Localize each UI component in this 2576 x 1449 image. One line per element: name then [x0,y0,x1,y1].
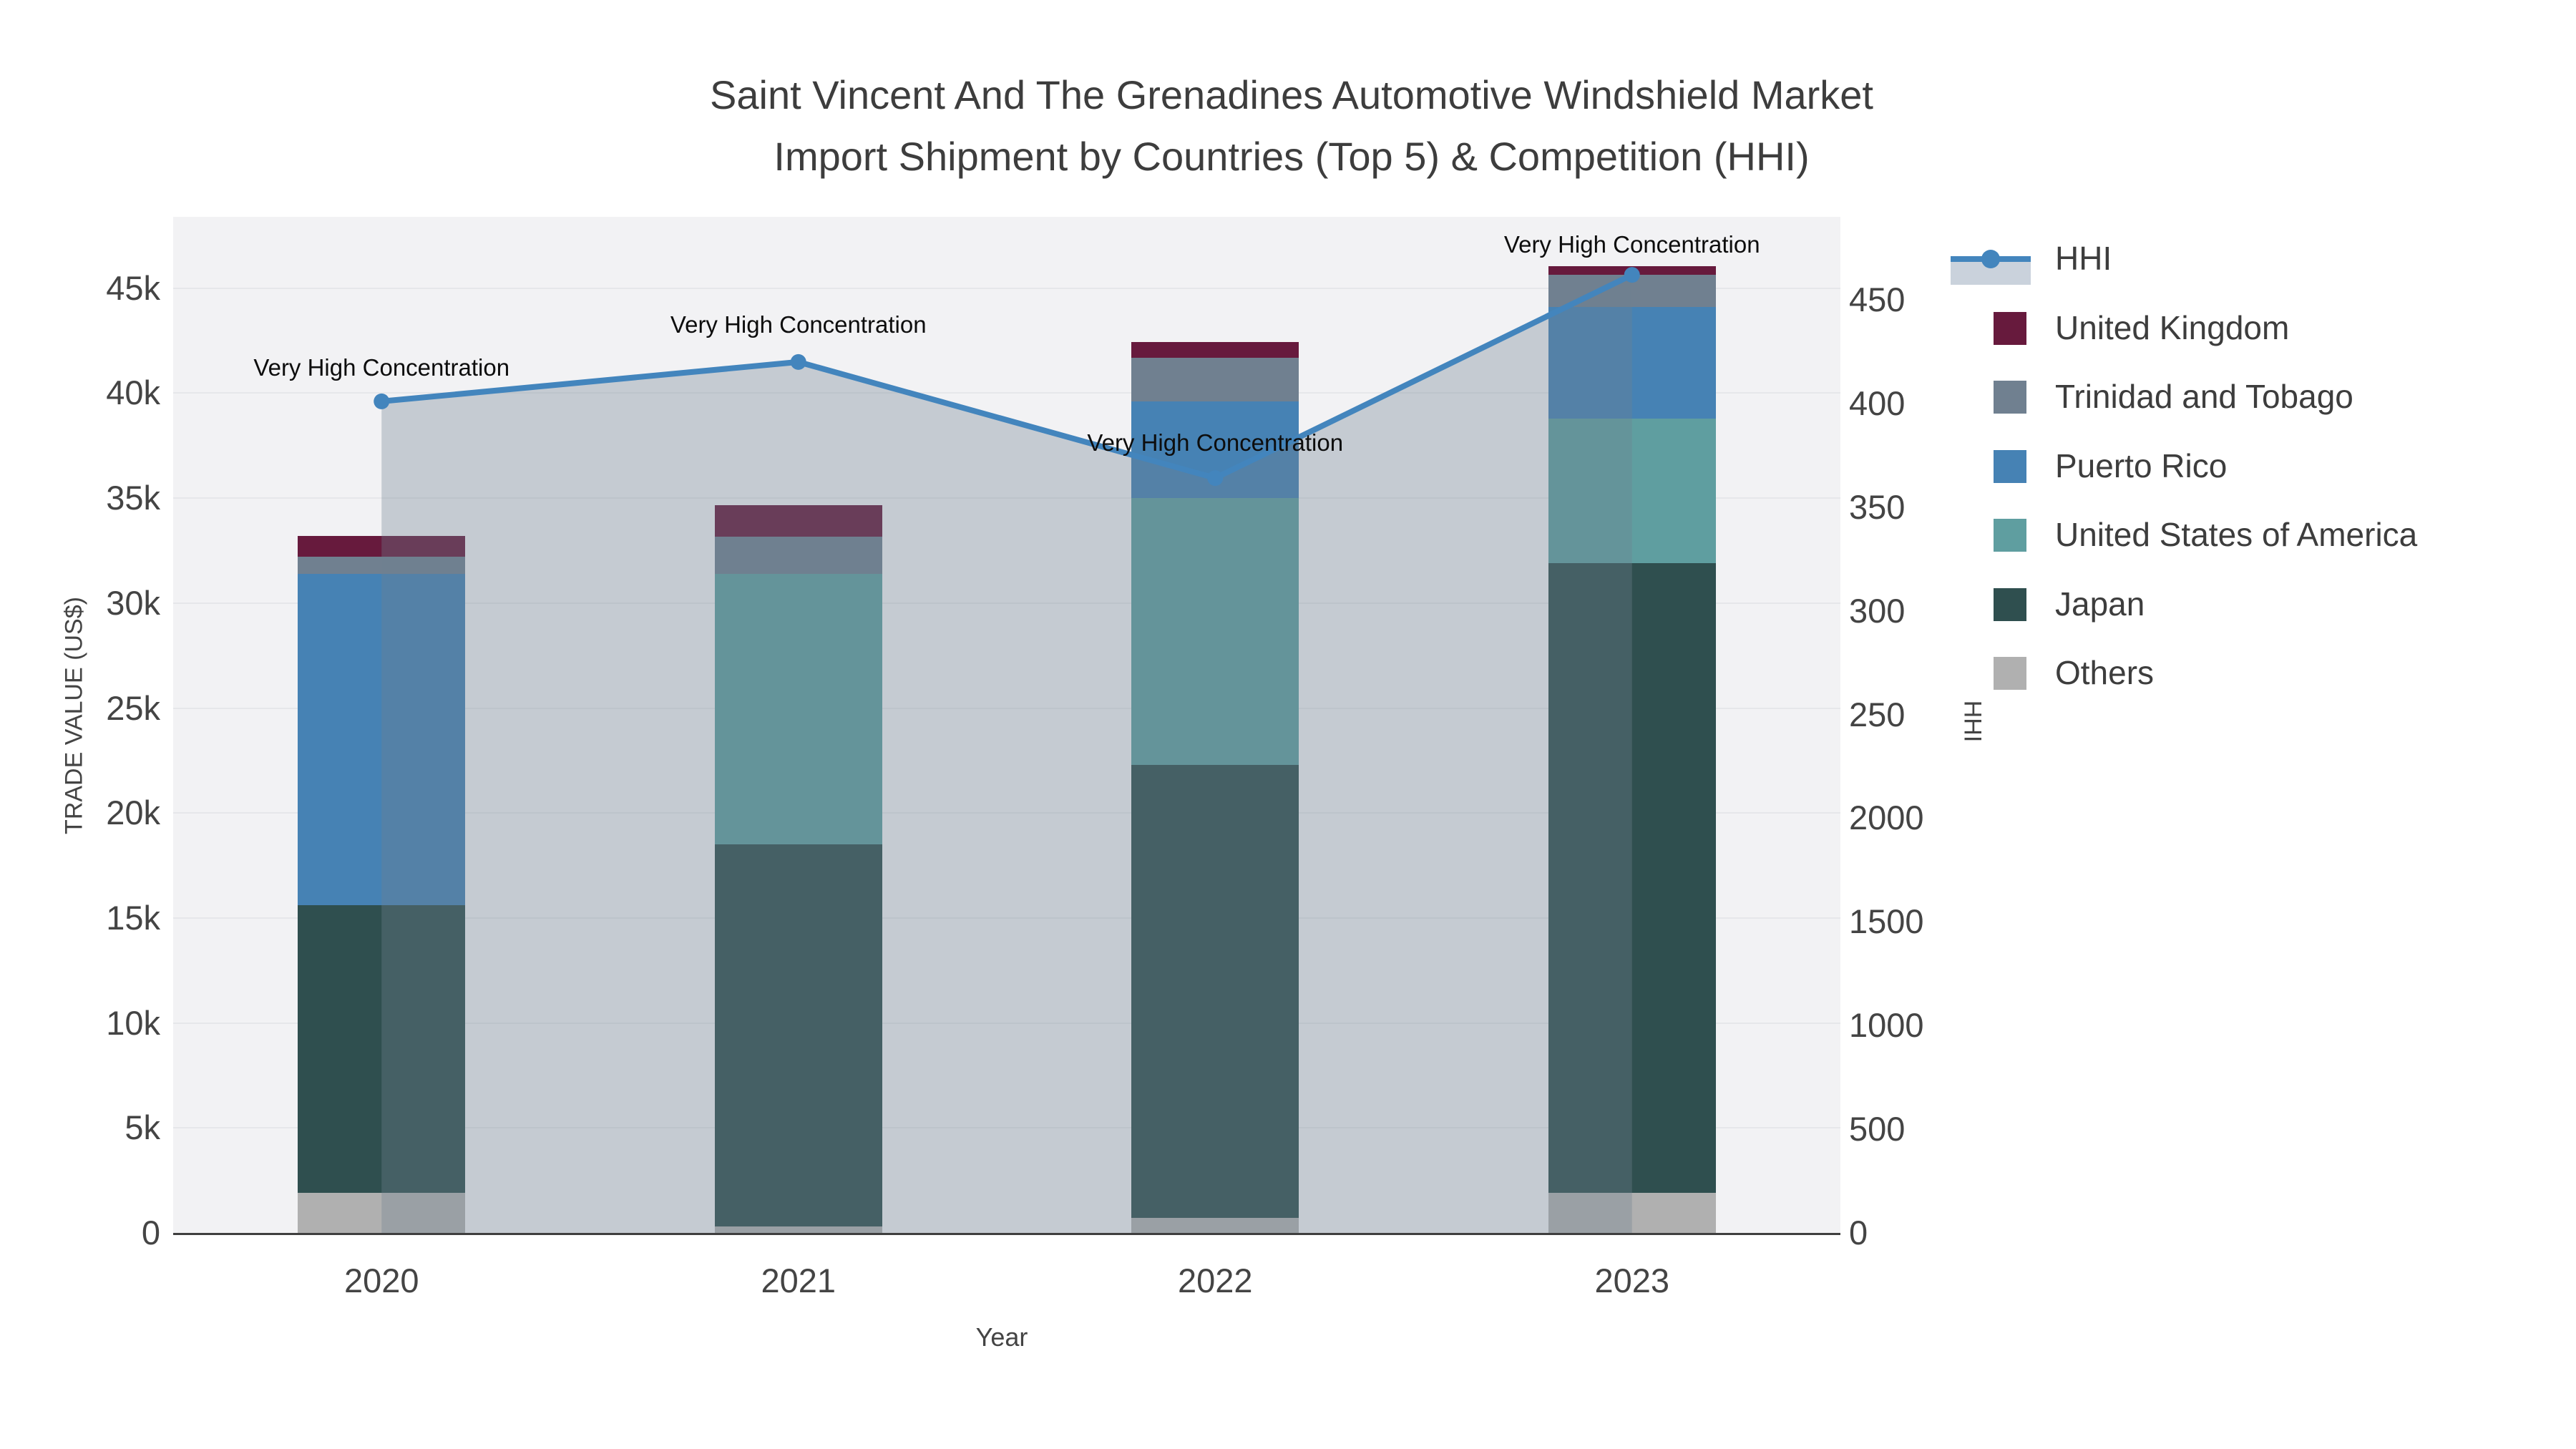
hhi-marker[interactable] [1207,470,1224,487]
right-tick-label: 250 [1849,695,1906,733]
chart-title-line2: Import Shipment by Countries (Top 5) & C… [774,134,1810,179]
gridline [173,707,1840,709]
left-tick-label: 20k [106,794,160,832]
annotation-very-high-concentration: Very High Concentration [253,353,510,381]
bar-segment-japan[interactable] [714,844,882,1227]
x-axis-line [173,1233,1840,1235]
legend-swatch-icon [1994,381,2026,414]
left-tick-label: 35k [106,479,160,517]
bar-segment-others[interactable] [298,1193,466,1233]
hhi-marker[interactable] [374,393,390,409]
left-tick-label: 15k [106,898,160,937]
gridline [173,497,1840,499]
bar-segment-united-kingdom[interactable] [1131,341,1299,358]
legend-item-hhi[interactable]: HHI [1951,238,2494,285]
x-tick-label-2023: 2023 [1594,1262,1670,1299]
legend-swatch-icon [1994,657,2026,690]
right-tick-label: 350 [1849,487,1906,526]
gridline [173,602,1840,604]
hhi-legend-marker-icon [1981,250,2000,268]
bar-segment-trinidad-and-tobago[interactable] [714,537,882,574]
legend-label: HHI [2055,240,2112,277]
legend-swatch-icon [1994,311,2026,345]
legend-label: Trinidad and Tobago [2055,378,2353,415]
right-tick-label: 2000 [1849,799,1924,837]
annotation-very-high-concentration: Very High Concentration [1087,429,1344,457]
x-tick-label-2022: 2022 [1177,1262,1253,1299]
x-tick-label-2021: 2021 [761,1262,836,1299]
bar-segment-united-states-of-america[interactable] [1131,498,1299,765]
bar-segment-others[interactable] [714,1226,882,1233]
bar-segment-trinidad-and-tobago[interactable] [298,557,466,574]
legend-swatch-icon [1994,519,2026,552]
bar-segment-united-states-of-america[interactable] [714,573,882,845]
gridline [173,812,1840,814]
left-tick-label: 25k [106,688,160,727]
hhi-line [381,272,1634,482]
bar-segment-japan[interactable] [298,905,466,1194]
left-tick-label: 10k [106,1003,160,1042]
hhi-area-fill [381,275,1632,1234]
bar-segment-japan[interactable] [1548,563,1716,1194]
left-tick-label: 45k [106,268,160,307]
bar-segment-trinidad-and-tobago[interactable] [1131,357,1299,402]
left-tick-label: 5k [125,1108,160,1147]
annotation-very-high-concentration: Very High Concentration [1503,231,1760,258]
left-tick-label: 30k [106,583,160,622]
gridline [173,392,1840,394]
bar-segment-united-kingdom[interactable] [714,505,882,537]
gridline [173,1022,1840,1024]
bar-segment-puerto-rico[interactable] [298,573,466,906]
legend-item-others[interactable]: Others [1951,652,2494,695]
chart-title-line1: Saint Vincent And The Grenadines Automot… [710,72,1873,117]
left-tick-label: 40k [106,374,160,412]
right-tick-label: 1000 [1849,1006,1924,1045]
legend-label: United Kingdom [2055,308,2290,346]
legend-swatch-icon [1994,449,2026,483]
legend-item-japan[interactable]: Japan [1951,583,2494,626]
legend-label: Puerto Rico [2055,447,2228,484]
gridline [173,287,1840,289]
gridline [173,1127,1840,1129]
right-tick-label: 450 [1849,280,1906,318]
right-tick-label: 1500 [1849,902,1924,941]
right-axis-title: HHI [1958,700,1986,743]
legend-item-united-states-of-america[interactable]: United States of America [1951,514,2494,557]
bar-segment-united-kingdom[interactable] [298,535,466,557]
right-tick-label: 500 [1849,1110,1906,1148]
bar-segment-united-states-of-america[interactable] [1548,418,1716,564]
legend-item-united-kingdom[interactable]: United Kingdom [1951,307,2494,350]
hhi-marker[interactable] [1624,267,1640,283]
hhi-marker[interactable] [790,353,806,370]
right-tick-label: 0 [1849,1214,1868,1252]
bar-segment-japan[interactable] [1131,764,1299,1219]
left-axis-title: TRADE VALUE (US$) [60,597,88,834]
right-tick-label: 300 [1849,591,1906,630]
x-axis-title: Year [975,1322,1028,1352]
legend-item-trinidad-and-tobago[interactable]: Trinidad and Tobago [1951,376,2494,419]
right-tick-label: 400 [1849,384,1906,422]
gridline [173,917,1840,919]
bar-segment-puerto-rico[interactable] [1548,307,1716,419]
legend-swatch-icon [1994,587,2026,621]
legend-item-puerto-rico[interactable]: Puerto Rico [1951,445,2494,488]
bar-segment-others[interactable] [1131,1218,1299,1233]
legend-label: United States of America [2055,516,2418,553]
left-tick-label: 0 [141,1214,160,1252]
annotation-very-high-concentration: Very High Concentration [670,311,927,338]
legend-label: Japan [2055,585,2145,623]
legend-label: Others [2055,654,2155,691]
x-tick-label-2020: 2020 [343,1262,419,1299]
bar-segment-others[interactable] [1548,1193,1716,1233]
